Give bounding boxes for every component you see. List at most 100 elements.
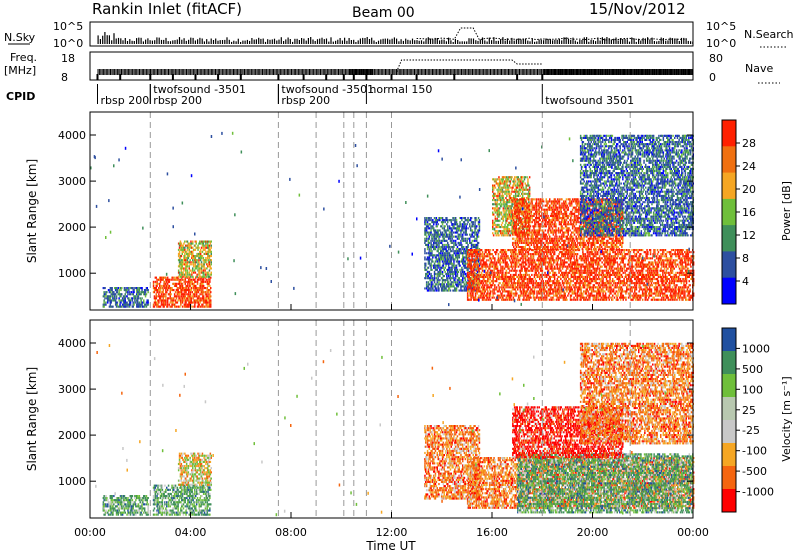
freq-bar	[191, 69, 193, 75]
freq-bar	[121, 69, 122, 75]
range-gate-cell	[158, 289, 160, 292]
range-gate-cell	[476, 225, 478, 228]
range-gate-cell	[543, 253, 545, 256]
range-gate-cell	[207, 303, 209, 306]
range-gate-cell	[536, 275, 538, 278]
range-gate-cell	[469, 259, 471, 262]
range-gate-cell	[181, 252, 183, 255]
range-gate-cell	[174, 291, 177, 294]
range-gate-cell	[425, 258, 428, 261]
range-gate-cell	[185, 252, 188, 255]
range-gate-cell	[188, 305, 190, 308]
range-gate-cell	[199, 250, 202, 253]
noise-bar	[253, 39, 255, 44]
range-gate-cell	[202, 284, 204, 287]
range-gate-cell	[479, 280, 481, 283]
range-gate-cell	[543, 251, 545, 254]
range-gate-cell	[428, 217, 431, 220]
range-gate-cell	[433, 285, 436, 288]
range-gate-cell	[137, 293, 140, 296]
freq-bar	[306, 69, 308, 75]
range-gate-cell	[453, 223, 455, 226]
range-gate-cell	[130, 287, 133, 290]
range-gate-cell	[544, 263, 546, 266]
noise-bar	[570, 40, 572, 44]
range-gate-cell	[439, 246, 441, 249]
range-gate-cell	[204, 244, 206, 247]
range-gate-cell	[194, 291, 196, 294]
range-gate-cell	[487, 249, 489, 252]
range-gate-cell	[433, 275, 436, 278]
range-gate-cell	[450, 221, 452, 224]
range-gate-cell	[198, 299, 200, 302]
range-gate-cell	[440, 239, 443, 242]
range-gate-cell	[192, 255, 195, 258]
range-gate-cell	[578, 288, 581, 291]
range-gate-cell	[156, 305, 158, 308]
range-gate-cell	[432, 233, 434, 236]
freq-bar	[607, 69, 609, 75]
range-gate-cell	[181, 295, 183, 298]
range-gate-cell	[139, 293, 141, 296]
freq-bar	[219, 69, 221, 75]
range-gate-cell	[424, 217, 426, 220]
range-gate-cell	[451, 241, 453, 244]
range-gate-cell	[539, 255, 542, 258]
range-gate-cell	[186, 255, 189, 258]
freq-bar	[284, 69, 286, 75]
range-gate-cell	[439, 270, 441, 273]
range-gate-cell	[561, 253, 563, 256]
range-gate-cell	[468, 271, 471, 274]
range-gate-cell	[153, 287, 156, 290]
range-gate-cell	[512, 296, 515, 299]
range-gate-cell	[163, 276, 165, 279]
range-gate-cell	[133, 295, 135, 298]
range-gate-cell	[576, 278, 579, 281]
range-gate-cell	[121, 299, 124, 302]
range-gate-cell	[497, 255, 500, 258]
range-gate-cell	[509, 298, 511, 301]
range-gate-cell	[483, 265, 486, 268]
range-gate-cell	[513, 255, 515, 258]
freq-bar	[400, 69, 402, 75]
range-gate-cell	[139, 303, 141, 306]
range-gate-cell	[532, 290, 535, 293]
range-gate-cell	[540, 267, 543, 270]
range-gate-cell	[560, 261, 562, 264]
range-gate-cell	[549, 271, 551, 274]
range-gate-cell	[539, 296, 541, 299]
range-gate-cell	[462, 258, 464, 261]
range-gate-cell	[512, 284, 515, 287]
range-gate-cell	[510, 249, 512, 252]
range-gate-cell	[479, 255, 481, 258]
noise-bar	[597, 37, 599, 44]
freq-bar	[303, 69, 305, 75]
range-gate-cell	[462, 270, 465, 273]
freq-bar	[329, 69, 331, 75]
freq-bar	[467, 69, 469, 75]
range-gate-cell	[549, 292, 551, 295]
range-gate-cell	[188, 299, 190, 302]
range-gate-cell	[456, 223, 459, 226]
range-gate-cell	[127, 305, 129, 308]
range-gate-cell	[141, 287, 143, 290]
range-gate-cell	[136, 305, 139, 308]
range-gate-cell	[469, 223, 471, 226]
range-gate-cell	[491, 296, 493, 299]
range-gate-cell	[478, 282, 480, 285]
range-gate-cell	[426, 285, 429, 288]
range-gate-cell	[471, 280, 473, 283]
range-gate-cell	[499, 257, 501, 260]
freq-bar	[264, 69, 266, 75]
range-gate-cell	[437, 229, 439, 232]
range-gate-cell	[426, 248, 429, 251]
range-gate-cell	[473, 298, 475, 301]
noise-bar	[463, 41, 466, 44]
range-gate-cell	[182, 293, 185, 296]
range-gate-cell	[460, 229, 462, 232]
range-gate-cell	[161, 303, 164, 306]
freq-bar	[617, 69, 619, 75]
range-gate-cell	[575, 259, 578, 262]
range-gate-cell	[473, 273, 475, 276]
range-gate-cell	[477, 290, 479, 293]
